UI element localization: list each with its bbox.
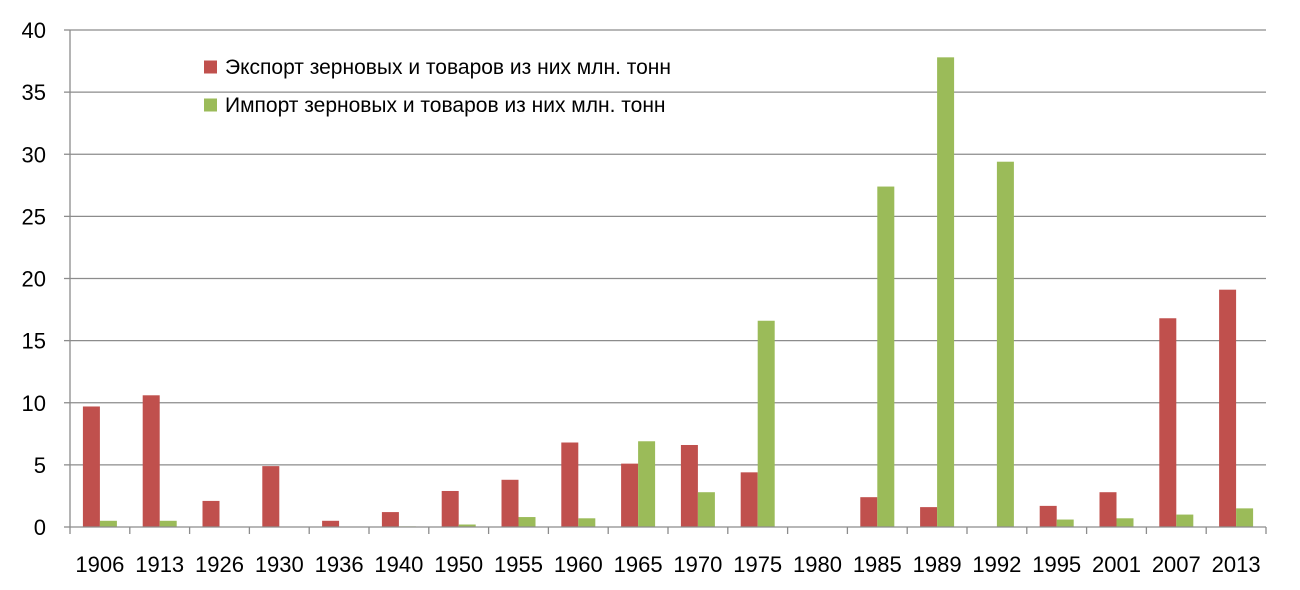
bar-export-2013 <box>1219 289 1237 527</box>
bar-export-1955 <box>501 479 519 527</box>
bar-import-1992 <box>996 161 1014 527</box>
x-tick-label: 2007 <box>1152 552 1201 577</box>
x-tick-label: 1980 <box>793 552 842 577</box>
bar-export-2007 <box>1159 318 1177 527</box>
bar-export-1950 <box>441 490 459 527</box>
x-tick-label: 1965 <box>614 552 663 577</box>
legend-swatch-import <box>204 98 217 112</box>
bar-import-1960 <box>578 518 596 527</box>
x-tick-label: 1913 <box>135 552 184 577</box>
x-tick-label: 1995 <box>1032 552 1081 577</box>
x-tick-label: 1955 <box>494 552 543 577</box>
x-tick-label: 2001 <box>1092 552 1141 577</box>
bar-import-1975 <box>757 320 775 527</box>
bar-import-2007 <box>1176 514 1194 527</box>
y-tick-label: 15 <box>22 329 46 354</box>
bar-export-1995 <box>1039 505 1057 527</box>
bar-export-1926 <box>202 500 220 527</box>
bar-export-1965 <box>621 463 639 527</box>
y-tick-label: 10 <box>22 391 46 416</box>
legend: Экспорт зерновых и товаров из них млн. т… <box>204 56 671 117</box>
bar-export-1985 <box>860 497 878 527</box>
legend-label-import: Импорт зерновых и товаров из них млн. то… <box>225 94 666 117</box>
x-tick-label: 1950 <box>434 552 483 577</box>
y-tick-label: 25 <box>22 204 46 229</box>
x-tick-label: 1985 <box>853 552 902 577</box>
bars <box>82 57 1254 528</box>
bar-export-1989 <box>920 507 938 527</box>
y-tick-label: 30 <box>22 142 46 167</box>
bar-import-1955 <box>518 517 536 527</box>
bar-export-1913 <box>142 395 160 527</box>
x-tick-label: 1940 <box>374 552 423 577</box>
bar-export-1930 <box>262 466 280 527</box>
x-tick-label: 1960 <box>554 552 603 577</box>
x-tick-label: 1936 <box>315 552 364 577</box>
bar-export-2001 <box>1099 492 1117 527</box>
x-tick-label: 1970 <box>673 552 722 577</box>
y-tick-label: 20 <box>22 267 46 292</box>
bar-import-1913 <box>159 520 177 527</box>
bar-import-1995 <box>1056 519 1074 527</box>
bar-import-2013 <box>1236 508 1254 527</box>
bar-export-1960 <box>561 442 579 527</box>
bar-import-1950 <box>458 524 476 527</box>
bar-export-1975 <box>740 472 758 527</box>
bar-import-1965 <box>638 441 656 527</box>
bar-export-1940 <box>381 512 399 527</box>
x-tick-labels: 1906 1913 1926 1930 1936 1940 1950 1955 1960 1965… <box>75 552 1260 577</box>
bar-import-1985 <box>877 186 895 527</box>
x-tick-label: 1989 <box>913 552 962 577</box>
legend-swatch-export <box>204 60 217 74</box>
x-tick-label: 1992 <box>972 552 1021 577</box>
y-tick-label: 0 <box>34 515 46 540</box>
y-tick-label: 40 <box>22 18 46 43</box>
y-tick-label: 5 <box>34 453 46 478</box>
bar-export-1936 <box>322 520 340 527</box>
x-tick-label: 2013 <box>1212 552 1261 577</box>
bar-export-1906 <box>82 406 100 527</box>
axes <box>64 29 1267 534</box>
x-tick-label: 1975 <box>733 552 782 577</box>
bar-import-1989 <box>937 57 955 528</box>
gridlines <box>70 29 1266 466</box>
bar-export-1970 <box>680 444 698 527</box>
y-tick-labels: 0 5 10 15 20 25 30 35 40 <box>22 18 46 540</box>
legend-label-export: Экспорт зерновых и товаров из них млн. т… <box>225 56 671 79</box>
x-tick-label: 1930 <box>255 552 304 577</box>
x-tick-label: 1906 <box>75 552 124 577</box>
y-tick-label: 35 <box>22 80 46 105</box>
bar-import-2001 <box>1116 518 1134 527</box>
x-tick-label: 1926 <box>195 552 244 577</box>
bar-import-1970 <box>697 492 715 527</box>
bar-import-1906 <box>99 520 117 527</box>
